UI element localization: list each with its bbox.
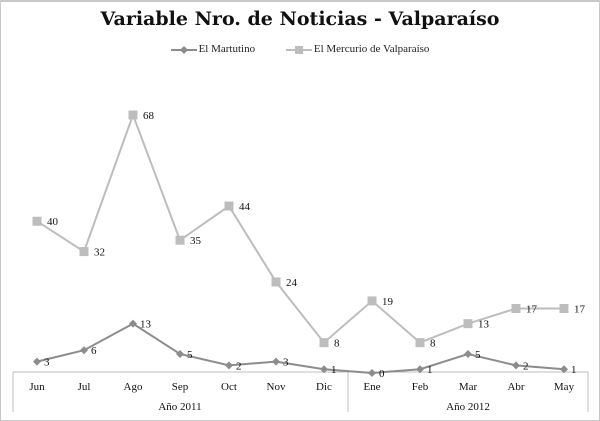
series-martutino: 3 6 13 5 2 3 1 0 1 5 2 1 — [33, 319, 577, 380]
data-point — [225, 361, 233, 370]
category-label: Dic — [316, 381, 332, 393]
data-point — [176, 350, 184, 359]
square-marker-icon — [285, 45, 312, 54]
data-point — [463, 319, 473, 329]
category-label: Jul — [78, 381, 91, 393]
data-point — [32, 216, 42, 226]
data-label: 17 — [574, 304, 586, 316]
data-point — [415, 338, 425, 348]
data-label: 1 — [427, 364, 433, 376]
data-label: 19 — [382, 296, 394, 308]
data-point — [464, 350, 472, 359]
category-label: Nov — [267, 381, 286, 393]
category-label: Sep — [172, 381, 189, 393]
data-point — [560, 365, 568, 374]
data-point — [511, 304, 521, 313]
data-label: 5 — [475, 349, 481, 361]
axis-labels: Jun Jul Ago Sep Oct Nov Dic Ene Feb Mar Abr May Año … — [29, 381, 574, 413]
data-point — [559, 304, 569, 313]
category-axis — [12, 371, 589, 412]
data-point — [416, 365, 424, 374]
category-label: Ene — [363, 381, 380, 393]
data-label: 44 — [239, 201, 251, 213]
data-label: 0 — [379, 368, 385, 380]
data-point — [319, 338, 329, 348]
data-label: 40 — [47, 216, 59, 228]
chart-title: Variable Nro. de Noticias - Valparaíso — [100, 8, 500, 30]
legend: El Martutino El Mercurio de Valparaíso — [0, 43, 600, 55]
data-label: 68 — [143, 110, 155, 122]
data-label: 5 — [187, 349, 193, 361]
category-label: Ago — [124, 381, 143, 393]
category-label: Oct — [221, 381, 237, 393]
data-point — [129, 319, 137, 328]
legend-item-martutino: El Martutino — [170, 43, 256, 56]
category-label: May — [554, 381, 575, 393]
data-point — [80, 346, 88, 355]
data-point — [175, 235, 185, 245]
legend-label: El Mercurio de Valparaíso — [313, 43, 430, 56]
category-label: Jun — [29, 381, 45, 393]
data-label: 13 — [478, 319, 490, 331]
data-point — [128, 110, 138, 120]
data-point — [367, 296, 377, 306]
data-label: 2 — [236, 360, 242, 372]
legend-item-mercurio: El Mercurio de Valparaíso — [285, 43, 430, 56]
data-label: 8 — [430, 338, 436, 350]
diamond-marker-icon — [170, 45, 197, 54]
data-label: 35 — [190, 235, 202, 247]
data-point — [320, 365, 328, 374]
series-mercurio: 40 32 68 35 44 24 8 19 8 13 17 17 — [32, 110, 586, 350]
data-label: 2 — [523, 360, 529, 372]
category-label: Abr — [507, 381, 524, 393]
data-point — [271, 277, 281, 287]
data-point — [272, 357, 280, 366]
data-label: 1 — [571, 364, 577, 376]
data-label: 6 — [91, 345, 97, 357]
data-label: 13 — [140, 319, 152, 331]
data-label: 24 — [286, 277, 298, 289]
data-point — [224, 201, 234, 211]
series-layer: 40 32 68 35 44 24 8 19 8 13 17 17 3 6 13 5 2 3 1 0 1 5 2 1 — [32, 110, 586, 380]
data-label: 8 — [334, 338, 340, 350]
data-point — [368, 369, 376, 377]
data-label: 32 — [94, 247, 105, 259]
data-label: 1 — [331, 364, 337, 376]
category-label: Feb — [412, 381, 429, 393]
legend-label: El Martutino — [198, 43, 256, 56]
data-point — [512, 361, 520, 370]
category-label: Mar — [459, 381, 478, 393]
group-label-2011: Año 2011 — [158, 401, 201, 413]
data-label: 3 — [44, 357, 50, 369]
data-point — [33, 357, 41, 366]
group-label-2012: Año 2012 — [446, 401, 490, 413]
data-point — [79, 247, 89, 257]
data-label: 17 — [526, 304, 538, 316]
data-label: 3 — [283, 357, 289, 369]
